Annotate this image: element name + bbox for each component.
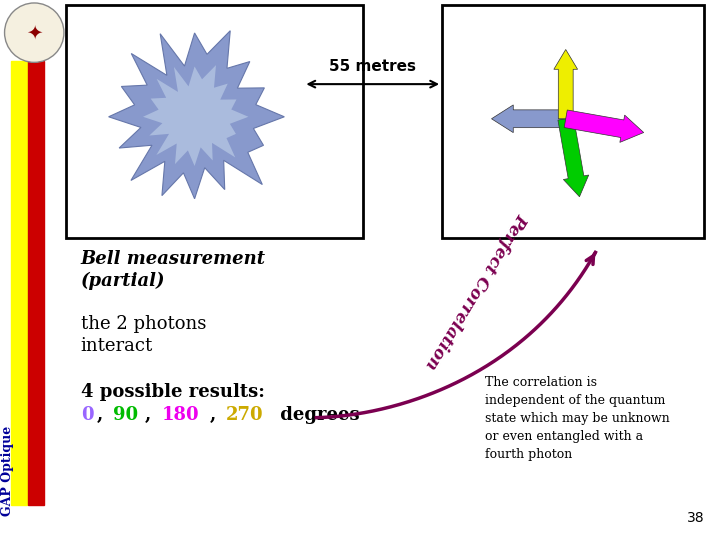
Text: 270: 270 — [226, 406, 264, 424]
Bar — [66, 5, 363, 238]
FancyArrow shape — [492, 105, 566, 133]
Text: degrees: degrees — [274, 406, 360, 424]
Text: (partial): (partial) — [81, 272, 166, 291]
Text: 38: 38 — [687, 510, 704, 524]
Polygon shape — [109, 31, 284, 199]
Text: Bell measurement: Bell measurement — [81, 251, 266, 268]
Text: ,: , — [210, 406, 222, 424]
Text: interact: interact — [81, 336, 153, 354]
Text: The correlation is
independent of the quantum
state which may be unknown
or even: The correlation is independent of the qu… — [485, 376, 670, 461]
Text: 90: 90 — [113, 406, 138, 424]
Text: 180: 180 — [161, 406, 199, 424]
Text: 55 metres: 55 metres — [329, 59, 416, 74]
Circle shape — [4, 3, 64, 62]
Polygon shape — [143, 65, 248, 166]
FancyArrow shape — [564, 110, 644, 143]
Bar — [12, 62, 27, 505]
FancyArrow shape — [554, 50, 577, 119]
Text: ✦: ✦ — [26, 23, 42, 42]
Text: ,: , — [97, 406, 109, 424]
FancyArrow shape — [558, 117, 589, 197]
Bar — [28, 62, 44, 505]
Text: ,: , — [145, 406, 158, 424]
Text: GAP Optique: GAP Optique — [1, 426, 14, 516]
Bar — [442, 5, 704, 238]
Text: 4 possible results:: 4 possible results: — [81, 383, 265, 401]
Text: Perfect Correlation: Perfect Correlation — [423, 210, 531, 372]
Text: 0: 0 — [81, 406, 94, 424]
Text: the 2 photons: the 2 photons — [81, 315, 206, 333]
